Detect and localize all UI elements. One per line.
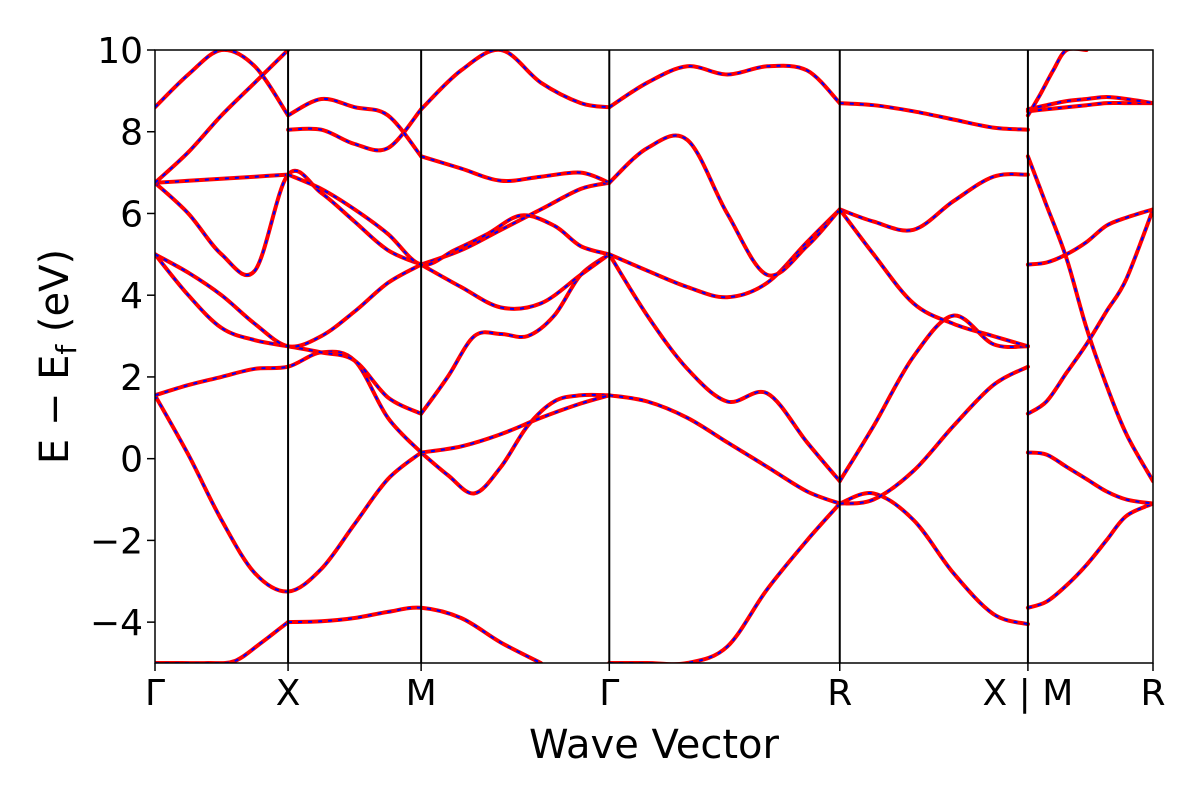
y-tick-label-1: −2 — [90, 521, 143, 562]
band-overlay-27 — [839, 365, 1029, 505]
band-line-37 — [1025, 100, 1153, 114]
band-line-10 — [155, 168, 424, 278]
band-overlay-5 — [420, 394, 610, 454]
band-line-1 — [286, 605, 543, 663]
y-tick-label-7: 10 — [97, 31, 143, 72]
band-overlay-17 — [287, 97, 422, 157]
band-overlay-15 — [155, 50, 289, 184]
band-overlay-25 — [608, 64, 841, 109]
band-overlay-35 — [1027, 208, 1153, 266]
band-overlay-19 — [420, 50, 610, 111]
band-overlay-21 — [609, 394, 841, 505]
kpoint-lines-group — [287, 50, 1029, 663]
band-overlay-30 — [838, 208, 1029, 348]
band-overlay-33 — [1027, 451, 1153, 505]
band-overlay-3 — [420, 393, 610, 495]
band-overlay-26 — [839, 491, 1029, 626]
y-axis-label: E − Ef (eV) — [32, 249, 83, 464]
band-overlay-20 — [608, 253, 841, 482]
y-tick-label-4: 4 — [120, 276, 143, 317]
x-tick-label-1: X — [276, 673, 301, 714]
band-line-38 — [1025, 94, 1153, 112]
y-tick-label-2: 0 — [120, 440, 143, 481]
y-axis-label-subscript: f — [50, 344, 83, 355]
y-tick-label-0: −4 — [90, 603, 143, 644]
y-axis-label-unit: (eV) — [32, 249, 78, 345]
band-overlay-14 — [155, 50, 289, 116]
band-overlay-28 — [838, 314, 1028, 482]
x-axis-label: Wave Vector — [529, 722, 780, 768]
band-overlay-12 — [155, 173, 289, 184]
band-overlay-22 — [609, 502, 841, 663]
band-line-0 — [155, 620, 291, 663]
x-tick-label-6: R — [1140, 673, 1165, 714]
band-line-32 — [1025, 501, 1153, 610]
band-overlay-9 — [420, 253, 610, 310]
band-overlay-39 — [1027, 50, 1087, 116]
x-axis-ticks: Γ X M Γ R X | M R — [145, 663, 1166, 714]
band-overlay-13 — [287, 173, 610, 266]
x-tick-label-2: M — [406, 673, 437, 714]
x-tick-label-0: Γ — [145, 673, 165, 714]
y-tick-label-6: 8 — [120, 113, 143, 154]
x-tick-label-5: X | M — [983, 673, 1074, 714]
y-tick-label-5: 6 — [120, 194, 143, 235]
plot-frame — [154, 49, 1154, 664]
band-overlay-11 — [420, 181, 610, 266]
x-tick-label-3: Γ — [599, 673, 619, 714]
band-overlay-31 — [839, 102, 1028, 131]
band-overlay-34 — [1027, 209, 1153, 415]
x-tick-label-4: R — [827, 673, 852, 714]
bands-group — [155, 50, 1153, 663]
band-overlay-36 — [1026, 155, 1153, 482]
band-overlay-24 — [608, 134, 841, 277]
y-axis-ticks: −4 −2 0 2 4 6 8 10 — [90, 31, 155, 644]
band-overlay-23 — [608, 208, 841, 299]
band-overlay-18 — [420, 155, 610, 184]
band-overlay-6 — [155, 253, 422, 415]
y-axis-label-main: E − E — [32, 355, 78, 465]
band-overlay-29 — [839, 173, 1028, 232]
band-overlay-16 — [288, 108, 422, 152]
y-tick-label-3: 2 — [120, 358, 143, 399]
